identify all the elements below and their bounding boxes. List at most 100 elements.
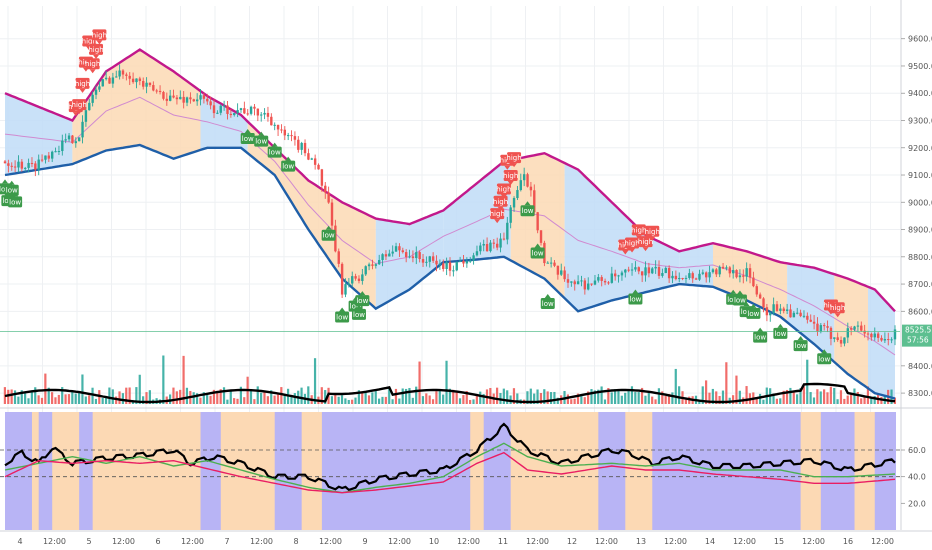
low-flag[interactable]: low: [793, 336, 808, 352]
candle-body: [411, 256, 415, 259]
low-flag[interactable]: low: [817, 349, 832, 365]
candle-body: [24, 167, 27, 169]
volume-bar: [445, 360, 448, 404]
high-flag[interactable]: high: [506, 152, 522, 168]
volume-bar: [725, 362, 728, 404]
volume-bar: [576, 393, 580, 404]
high-flag[interactable]: high: [72, 99, 87, 115]
volume-bar: [17, 396, 20, 404]
oscillator-line: [4, 422, 896, 492]
low-flag[interactable]: low: [732, 290, 747, 306]
low-flag[interactable]: low: [628, 289, 643, 305]
high-flag[interactable]: high: [496, 183, 512, 199]
time-axis-tick-label: 12:00: [112, 537, 135, 546]
low-flag[interactable]: low: [281, 156, 296, 172]
high-flag[interactable]: high: [638, 236, 653, 252]
volume-bar: [654, 399, 657, 404]
low-flag[interactable]: low: [520, 201, 535, 217]
time-axis-tick-label: 12:00: [457, 537, 480, 546]
high-flag[interactable]: high: [490, 208, 505, 224]
volume-bar: [442, 394, 445, 404]
low-flag[interactable]: low: [351, 304, 366, 320]
candle-body: [428, 256, 431, 262]
volume-bar: [715, 391, 718, 404]
candle-body: [44, 155, 47, 160]
low-flag-box: [321, 229, 336, 241]
oscillator-bg-segment: [52, 412, 81, 530]
low-flag[interactable]: low: [267, 142, 282, 158]
high-flag[interactable]: high: [88, 43, 104, 59]
candle-body: [863, 330, 866, 334]
high-flag[interactable]: high: [92, 29, 107, 45]
high-flag-box: [85, 58, 100, 70]
candle-body: [674, 275, 678, 280]
candle-body: [270, 116, 273, 126]
volume-bar: [253, 399, 256, 404]
candle-body: [789, 309, 792, 318]
candle-body: [297, 139, 300, 150]
price-axis-tick-label: 9600.0: [908, 35, 932, 44]
candle-body: [826, 326, 829, 328]
low-flag[interactable]: low: [773, 323, 788, 339]
candle-body: [398, 246, 401, 251]
low-flag-pointer: [244, 128, 251, 133]
low-flag[interactable]: low: [355, 291, 370, 307]
high-flag[interactable]: high: [493, 195, 508, 211]
volume-bar: [168, 394, 172, 404]
high-flag[interactable]: high: [645, 225, 660, 241]
low-flag-label: low: [269, 149, 281, 157]
high-flag[interactable]: high: [503, 170, 518, 185]
candle-body: [199, 95, 202, 100]
low-flag-pointer: [777, 323, 784, 328]
low-flag[interactable]: low: [540, 293, 555, 309]
candle-body: [664, 267, 667, 274]
candle-body: [425, 261, 428, 263]
low-flag-box: [530, 247, 545, 259]
low-flag[interactable]: low: [530, 243, 545, 259]
candle-body: [20, 161, 24, 169]
high-flag-pointer: [504, 165, 511, 170]
volume-bar: [175, 391, 178, 404]
volume-bar: [185, 387, 189, 404]
low-flag[interactable]: low: [746, 303, 761, 319]
candle-body: [115, 76, 118, 78]
volume-bar: [108, 387, 111, 404]
candle-body: [836, 337, 839, 340]
volume-bar: [138, 374, 141, 404]
candle-body: [131, 78, 135, 83]
volume-bar: [526, 391, 529, 404]
volume-bar: [823, 389, 826, 404]
volume-bar: [836, 399, 839, 404]
low-flag-label: low: [6, 187, 18, 195]
candle-body: [620, 272, 624, 276]
volume-bar: [738, 390, 741, 404]
low-flag[interactable]: low: [240, 128, 255, 144]
oscillator-bg-segment: [92, 412, 108, 530]
volume-bar: [718, 395, 721, 404]
volume-bar: [819, 391, 822, 404]
low-flag[interactable]: low: [8, 192, 23, 208]
high-flag[interactable]: high: [85, 58, 100, 74]
candle-body: [823, 325, 826, 327]
low-flag[interactable]: low: [335, 307, 350, 323]
volume-bar: [233, 398, 236, 404]
high-flag[interactable]: high: [75, 77, 90, 93]
oscillator-axis-tick-label: 40.0: [908, 473, 926, 482]
candle-body: [195, 99, 199, 102]
candle-body: [607, 282, 610, 284]
low-flag[interactable]: low: [321, 225, 336, 241]
candle-body: [485, 244, 489, 252]
high-flag[interactable]: high: [624, 237, 640, 253]
low-flag[interactable]: low: [753, 327, 768, 343]
low-flag[interactable]: low: [254, 131, 269, 147]
volume-bar: [37, 395, 40, 404]
high-flag[interactable]: high: [830, 302, 845, 318]
candle-body: [748, 268, 752, 278]
time-axis-tick-label: 12:00: [250, 537, 273, 546]
candle-body: [283, 129, 287, 136]
candle-body: [172, 95, 175, 98]
candle-body: [421, 259, 425, 263]
volume-bar: [378, 398, 381, 404]
high-flag-label: high: [496, 185, 511, 193]
